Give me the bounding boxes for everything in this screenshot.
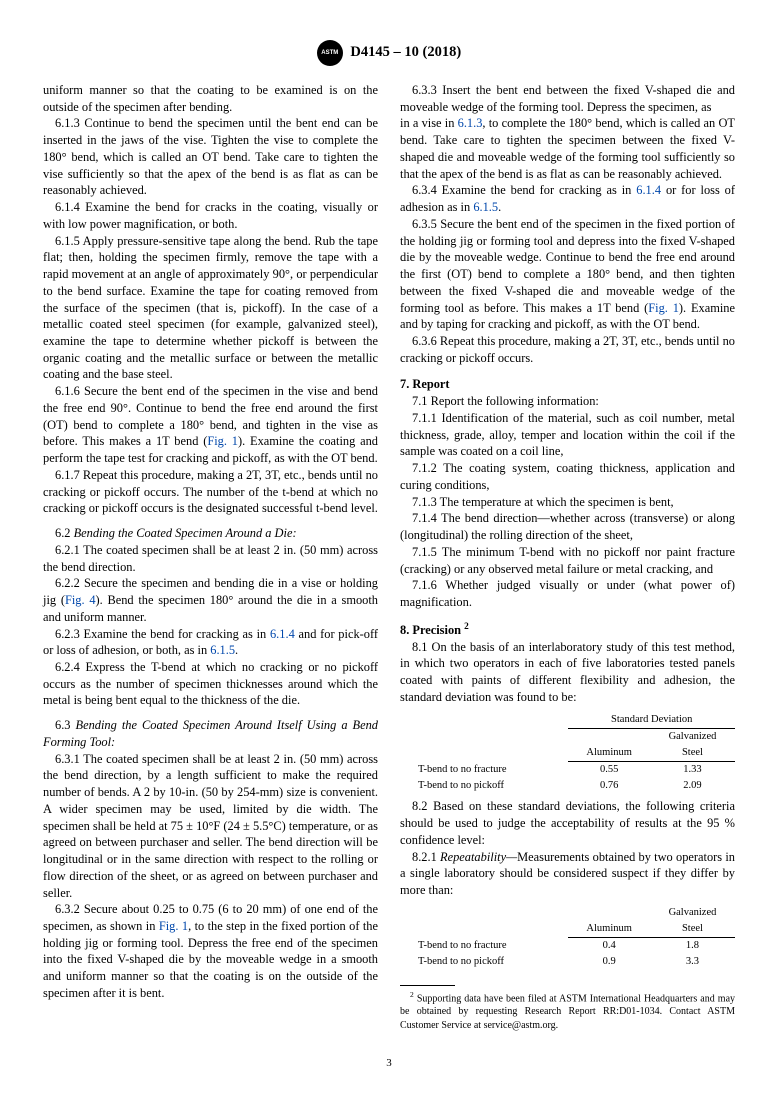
table-row: T-bend to no pickoff0.93.3	[400, 954, 735, 970]
ref-6-1-5-link[interactable]: 6.1.5	[210, 643, 235, 657]
para-6-3-6: 6.3.6 Repeat this procedure, making a 2T…	[400, 333, 735, 366]
para-6-1-4: 6.1.4 Examine the bend for cracks in the…	[43, 199, 378, 232]
table-row: T-bend to no fracture0.41.8	[400, 938, 735, 955]
footnote-block: 2 Supporting data have been filed at AST…	[400, 985, 735, 1033]
ref-6-1-3-link[interactable]: 6.1.3	[458, 116, 483, 130]
table-col-galvanized: Steel	[650, 745, 735, 762]
astm-logo-icon	[317, 40, 343, 66]
para-6-3-4: 6.3.4 Examine the bend for cracking as i…	[400, 182, 735, 215]
para-7-1-5: 7.1.5 The minimum T-bend with no pickoff…	[400, 544, 735, 577]
heading-6-2: 6.2 Bending the Coated Specimen Around a…	[43, 525, 378, 542]
para-6-3-5: 6.3.5 Secure the bent end of the specime…	[400, 216, 735, 333]
heading-7: 7. Report	[400, 376, 735, 393]
fig-1-link[interactable]: Fig. 1	[159, 919, 188, 933]
table-head-sd: Standard Deviation	[568, 712, 735, 729]
para-8-2: 8.2 Based on these standard deviations, …	[400, 798, 735, 848]
fig-4-link[interactable]: Fig. 4	[65, 593, 96, 607]
table-row: T-bend to no fracture0.551.33	[400, 762, 735, 779]
para-8-1: 8.1 On the basis of an interlaboratory s…	[400, 639, 735, 706]
para-7-1: 7.1 Report the following information:	[400, 393, 735, 410]
para-6-2-3: 6.2.3 Examine the bend for cracking as i…	[43, 626, 378, 659]
para-7-1-4: 7.1.4 The bend direction—whether across …	[400, 510, 735, 543]
para-8-2-1: 8.2.1 Repeatability—Measurements obtaine…	[400, 849, 735, 899]
ref-6-1-4-link[interactable]: 6.1.4	[270, 627, 295, 641]
table-row: T-bend to no pickoff0.762.09	[400, 778, 735, 794]
standard-designation: D4145 – 10 (2018)	[350, 44, 461, 60]
para-6-2-2: 6.2.2 Secure the specimen and bending di…	[43, 575, 378, 625]
para-7-1-6: 7.1.6 Whether judged visually or under (…	[400, 577, 735, 610]
para-6-1-5: 6.1.5 Apply pressure-sensitive tape alon…	[43, 233, 378, 384]
fig-1-link[interactable]: Fig. 1	[207, 434, 238, 448]
para-7-1-1: 7.1.1 Identification of the material, su…	[400, 410, 735, 460]
ref-6-1-4-link[interactable]: 6.1.4	[636, 183, 661, 197]
table-col-aluminum: Aluminum	[568, 921, 650, 938]
page-number: 3	[43, 1056, 735, 1071]
table-col-aluminum: Aluminum	[568, 745, 650, 762]
para-6-3-3-cont: in a vise in 6.1.3, to complete the 180°…	[400, 115, 735, 182]
body-columns: uniform manner so that the coating to be…	[43, 82, 735, 1032]
para-6-1-3: 6.1.3 Continue to bend the specimen unti…	[43, 115, 378, 199]
standard-deviation-table: Standard Deviation Galvanized AluminumSt…	[400, 712, 735, 795]
footnote-2: 2 Supporting data have been filed at AST…	[400, 990, 735, 1033]
repeatability-table: Galvanized AluminumSteel T-bend to no fr…	[400, 905, 735, 971]
para-6-3-3: 6.3.3 Insert the bent end between the fi…	[400, 82, 735, 115]
para-6-1-7: 6.1.7 Repeat this procedure, making a 2T…	[43, 467, 378, 517]
footnote-rule	[400, 985, 455, 986]
heading-6-3: 6.3 Bending the Coated Specimen Around I…	[43, 717, 378, 750]
para-6-2-4: 6.2.4 Express the T-bend at which no cra…	[43, 659, 378, 709]
para-6-3-2: 6.3.2 Secure about 0.25 to 0.75 (6 to 20…	[43, 901, 378, 1001]
para-6-3-1: 6.3.1 The coated specimen shall be at le…	[43, 751, 378, 902]
para-7-1-2: 7.1.2 The coating system, coating thickn…	[400, 460, 735, 493]
para-6-2-1: 6.2.1 The coated specimen shall be at le…	[43, 542, 378, 575]
para-6-1-6: 6.1.6 Secure the bent end of the specime…	[43, 383, 378, 467]
ref-6-1-5-link[interactable]: 6.1.5	[473, 200, 498, 214]
para-6-1-2-cont: uniform manner so that the coating to be…	[43, 82, 378, 115]
para-7-1-3: 7.1.3 The temperature at which the speci…	[400, 494, 735, 511]
fig-1-link[interactable]: Fig. 1	[648, 301, 679, 315]
footnote-2-ref[interactable]: 2	[464, 622, 469, 632]
table-col-galvanized: Steel	[650, 921, 735, 938]
heading-8: 8. Precision 2	[400, 621, 735, 639]
page-header: D4145 – 10 (2018)	[43, 40, 735, 66]
